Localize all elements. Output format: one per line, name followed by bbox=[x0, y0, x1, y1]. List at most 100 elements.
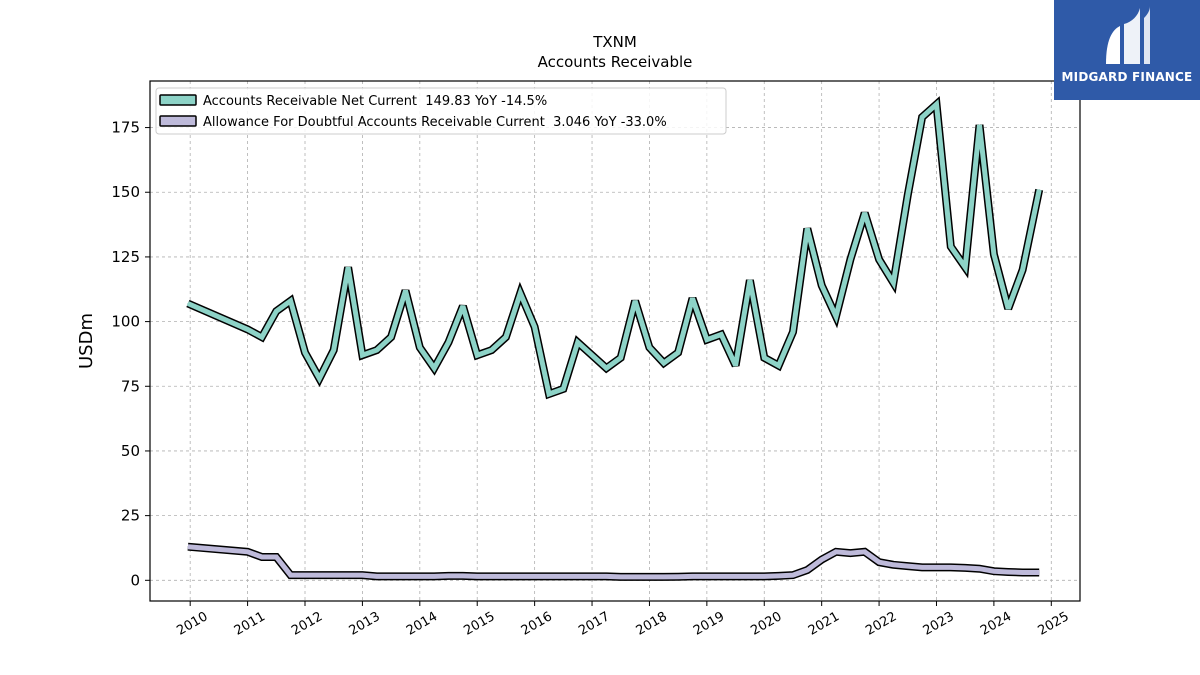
x-tick-label: 2024 bbox=[978, 609, 1014, 639]
series-2-point bbox=[964, 567, 966, 569]
series-1-point bbox=[763, 357, 765, 359]
series-1-point bbox=[1022, 269, 1024, 271]
series-2-point bbox=[247, 551, 249, 553]
series-1-point bbox=[577, 341, 579, 343]
series-1-point bbox=[562, 388, 564, 390]
series-2-point bbox=[318, 574, 320, 576]
series-2-point bbox=[304, 574, 306, 576]
series-2-point bbox=[749, 575, 751, 578]
series-1-point bbox=[735, 365, 737, 367]
series-1-point bbox=[290, 300, 292, 302]
series-1-point bbox=[275, 310, 277, 312]
series-2-point bbox=[864, 551, 866, 553]
series-1-point bbox=[978, 124, 981, 126]
series-1-point bbox=[462, 305, 464, 307]
series-2-point bbox=[778, 575, 780, 577]
series-2-point bbox=[534, 575, 536, 578]
legend-swatch-2 bbox=[159, 115, 197, 127]
series-2-point bbox=[835, 551, 837, 553]
legend-label-2: Allowance For Doubtful Accounts Receivab… bbox=[203, 115, 667, 130]
x-tick-label: 2017 bbox=[576, 609, 612, 639]
series-1-point bbox=[505, 336, 507, 338]
series-2-point bbox=[333, 574, 335, 576]
series-2-point bbox=[419, 575, 421, 578]
series-1-point bbox=[907, 194, 909, 196]
series-1-point bbox=[835, 315, 837, 317]
series-2-point bbox=[806, 569, 808, 571]
series-lines bbox=[186, 96, 1044, 581]
series-1-point bbox=[821, 284, 823, 286]
series-line-1 bbox=[186, 99, 1042, 398]
legend-box bbox=[155, 87, 727, 135]
legend-swatch-1 bbox=[159, 94, 197, 106]
x-tick-label: 2021 bbox=[806, 609, 842, 639]
logo-mark-icon bbox=[1106, 6, 1150, 64]
series-2-point bbox=[187, 546, 189, 548]
y-tick-label: 125 bbox=[111, 248, 140, 266]
series-1-point bbox=[187, 302, 189, 305]
series-2-point bbox=[605, 575, 608, 578]
series-1-point bbox=[433, 367, 435, 369]
series-1-point bbox=[720, 333, 722, 336]
series-1-point bbox=[318, 377, 320, 380]
series-2-point bbox=[462, 575, 464, 577]
series-2-point bbox=[648, 576, 651, 578]
series-1-point bbox=[1007, 308, 1009, 310]
series-2-point bbox=[663, 576, 665, 578]
series-2-point bbox=[691, 575, 694, 578]
grid bbox=[150, 81, 1080, 601]
y-tick-label: 75 bbox=[121, 377, 140, 395]
plot-frame bbox=[149, 80, 1081, 602]
series-1-point bbox=[921, 116, 923, 118]
x-tick-label: 2018 bbox=[634, 609, 670, 639]
legend-label-1: Accounts Receivable Net Current 149.83 Y… bbox=[203, 94, 547, 109]
brand-logo: MIDGARD FINANCE bbox=[1054, 0, 1200, 100]
series-1-point bbox=[476, 354, 478, 356]
series-2-point bbox=[763, 575, 765, 578]
series-2-point bbox=[275, 556, 277, 558]
series-line-outline-2 bbox=[187, 542, 1040, 581]
series-1-point bbox=[634, 300, 636, 302]
series-1-point bbox=[691, 297, 694, 299]
y-tick-label: 150 bbox=[111, 183, 140, 201]
series-1-point bbox=[404, 290, 407, 292]
series-line-outline-1 bbox=[186, 96, 1044, 400]
series-1-point bbox=[849, 258, 852, 261]
y-axis-label: USDm bbox=[76, 313, 97, 369]
series-2-point bbox=[993, 570, 995, 572]
series-2-point bbox=[1007, 571, 1009, 573]
series-2-point bbox=[562, 575, 564, 578]
series-2-point bbox=[821, 559, 823, 561]
x-tick-label: 2025 bbox=[1035, 609, 1071, 639]
x-tick-label: 2014 bbox=[404, 609, 440, 639]
chart-subtitle: Accounts Receivable bbox=[538, 53, 693, 71]
series-2-point bbox=[290, 574, 292, 576]
series-2-point bbox=[505, 575, 507, 578]
series-1-point bbox=[591, 354, 593, 356]
legend: Accounts Receivable Net Current 149.83 Y… bbox=[155, 87, 727, 135]
series-1-point bbox=[390, 336, 392, 338]
x-tick-label: 2020 bbox=[748, 609, 784, 639]
series-2-point bbox=[720, 575, 722, 578]
series-2-point bbox=[735, 575, 737, 578]
y-tick-label: 100 bbox=[111, 313, 140, 331]
x-axis: 2010 2011 2012 2013 2014 2015 2016 2017 2018 2019… bbox=[174, 601, 1072, 639]
series-1-point bbox=[347, 266, 349, 268]
series-2-point bbox=[347, 574, 349, 576]
series-2-point bbox=[404, 575, 407, 578]
x-tick-label: 2016 bbox=[519, 609, 555, 639]
series-1-point bbox=[778, 365, 780, 367]
series-1-point bbox=[247, 328, 249, 330]
series-1-point bbox=[993, 253, 995, 255]
series-1-point bbox=[361, 354, 363, 356]
series-1-point bbox=[892, 282, 895, 284]
series-2-point bbox=[935, 566, 938, 569]
series-2-point bbox=[447, 575, 450, 577]
series-2-point bbox=[1022, 571, 1024, 574]
series-1-point bbox=[419, 346, 421, 349]
series-1-point bbox=[605, 367, 608, 369]
brand-name: MIDGARD FINANCE bbox=[1061, 70, 1193, 84]
series-1-point bbox=[663, 362, 665, 364]
series-1-point bbox=[806, 227, 808, 230]
